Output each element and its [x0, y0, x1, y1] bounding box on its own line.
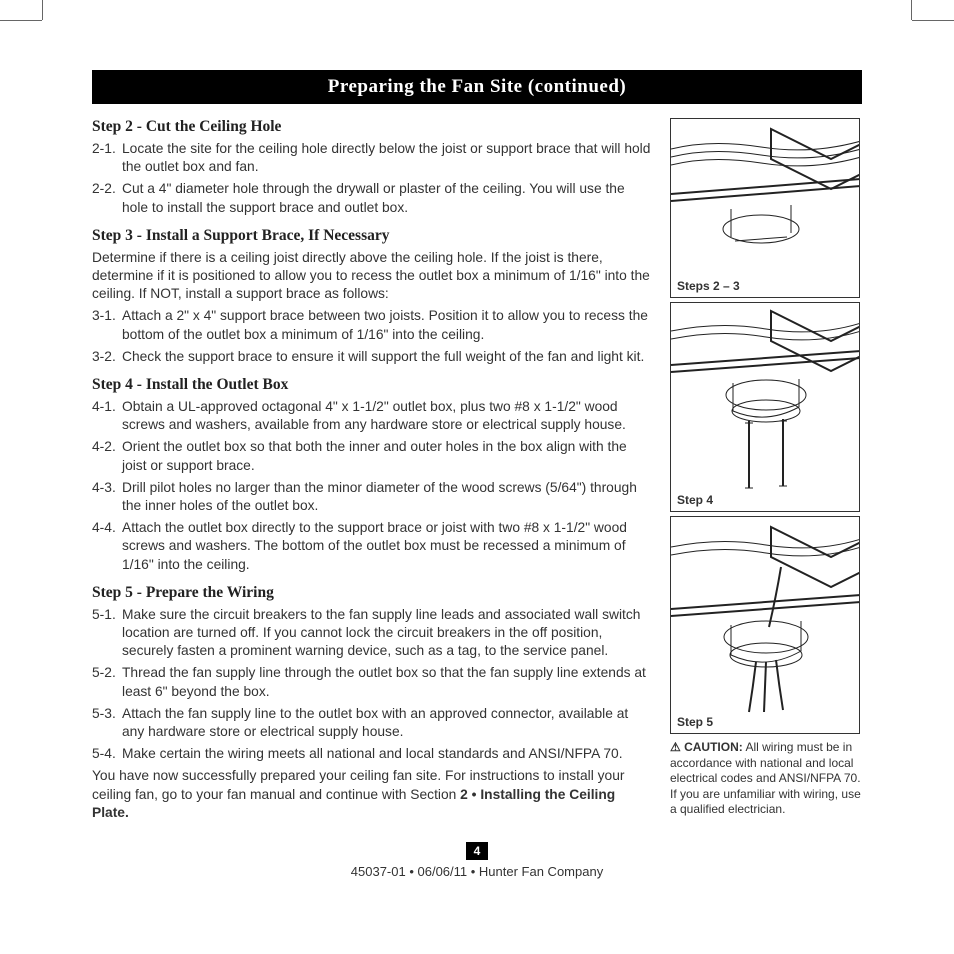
- list-item: 4-2. Orient the outlet box so that both …: [92, 438, 652, 474]
- step-5-heading: Step 5 - Prepare the Wiring: [92, 584, 652, 602]
- figure-steps-2-3: Steps 2 – 3: [670, 118, 860, 298]
- figure-column: Steps 2 – 3 Step 4: [670, 118, 862, 832]
- list-item: 4-3. Drill pilot holes no larger than th…: [92, 479, 652, 515]
- item-text: Check the support brace to ensure it wil…: [122, 348, 652, 366]
- item-number: 3-1.: [92, 307, 122, 343]
- diagram-icon: [671, 517, 860, 734]
- item-number: 2-1.: [92, 140, 122, 176]
- item-text: Attach the outlet box directly to the su…: [122, 519, 652, 574]
- step-5-section: Step 5 - Prepare the Wiring 5-1. Make su…: [92, 584, 652, 822]
- step-3-heading: Step 3 - Install a Support Brace, If Nec…: [92, 227, 652, 245]
- main-column: Step 2 - Cut the Ceiling Hole 2-1. Locat…: [92, 118, 652, 832]
- page-footer: 45037-01 • 06/06/11 • Hunter Fan Company: [92, 864, 862, 879]
- crop-mark: [42, 0, 43, 20]
- list-item: 3-2. Check the support brace to ensure i…: [92, 348, 652, 366]
- item-text: Make certain the wiring meets all nation…: [122, 745, 652, 763]
- figure-step-5: Step 5: [670, 516, 860, 734]
- diagram-icon: [671, 303, 860, 512]
- step-5-outro: You have now successfully prepared your …: [92, 767, 652, 822]
- content-columns: Step 2 - Cut the Ceiling Hole 2-1. Locat…: [92, 118, 862, 832]
- item-text: Obtain a UL-approved octagonal 4" x 1-1/…: [122, 398, 652, 434]
- page-number-box: 4: [92, 842, 862, 860]
- figure-label: Steps 2 – 3: [677, 279, 740, 293]
- figure-label: Step 4: [677, 493, 713, 507]
- list-item: 2-2. Cut a 4" diameter hole through the …: [92, 180, 652, 216]
- list-item: 5-1. Make sure the circuit breakers to t…: [92, 606, 652, 661]
- page: Preparing the Fan Site (continued) Step …: [62, 40, 892, 954]
- step-3-intro: Determine if there is a ceiling joist di…: [92, 249, 652, 304]
- item-number: 5-4.: [92, 745, 122, 763]
- item-number: 5-1.: [92, 606, 122, 661]
- step-4-section: Step 4 - Install the Outlet Box 4-1. Obt…: [92, 376, 652, 574]
- step-2-section: Step 2 - Cut the Ceiling Hole 2-1. Locat…: [92, 118, 652, 217]
- list-item: 5-2. Thread the fan supply line through …: [92, 664, 652, 700]
- step-2-heading: Step 2 - Cut the Ceiling Hole: [92, 118, 652, 136]
- list-item: 4-4. Attach the outlet box directly to t…: [92, 519, 652, 574]
- item-text: Attach the fan supply line to the outlet…: [122, 705, 652, 741]
- item-text: Drill pilot holes no larger than the min…: [122, 479, 652, 515]
- list-item: 4-1. Obtain a UL-approved octagonal 4" x…: [92, 398, 652, 434]
- step-4-heading: Step 4 - Install the Outlet Box: [92, 376, 652, 394]
- crop-mark: [911, 0, 912, 20]
- section-banner: Preparing the Fan Site (continued): [92, 70, 862, 104]
- item-text: Attach a 2" x 4" support brace between t…: [122, 307, 652, 343]
- figure-label: Step 5: [677, 715, 713, 729]
- crop-mark: [0, 20, 42, 21]
- item-number: 4-1.: [92, 398, 122, 434]
- list-item: 5-4. Make certain the wiring meets all n…: [92, 745, 652, 763]
- item-number: 5-2.: [92, 664, 122, 700]
- item-text: Locate the site for the ceiling hole dir…: [122, 140, 652, 176]
- list-item: 5-3. Attach the fan supply line to the o…: [92, 705, 652, 741]
- caution-note: ⚠ CAUTION: All wiring must be in accorda…: [670, 740, 862, 818]
- warning-icon: ⚠: [670, 740, 684, 754]
- item-number: 4-2.: [92, 438, 122, 474]
- item-number: 3-2.: [92, 348, 122, 366]
- figure-step-4: Step 4: [670, 302, 860, 512]
- list-item: 3-1. Attach a 2" x 4" support brace betw…: [92, 307, 652, 343]
- diagram-icon: [671, 119, 860, 298]
- item-number: 4-4.: [92, 519, 122, 574]
- caution-label: CAUTION:: [684, 740, 743, 754]
- page-number: 4: [466, 842, 489, 860]
- list-item: 2-1. Locate the site for the ceiling hol…: [92, 140, 652, 176]
- step-3-section: Step 3 - Install a Support Brace, If Nec…: [92, 227, 652, 366]
- item-text: Thread the fan supply line through the o…: [122, 664, 652, 700]
- crop-mark: [912, 20, 954, 21]
- item-text: Orient the outlet box so that both the i…: [122, 438, 652, 474]
- item-text: Cut a 4" diameter hole through the drywa…: [122, 180, 652, 216]
- item-text: Make sure the circuit breakers to the fa…: [122, 606, 652, 661]
- item-number: 5-3.: [92, 705, 122, 741]
- item-number: 2-2.: [92, 180, 122, 216]
- item-number: 4-3.: [92, 479, 122, 515]
